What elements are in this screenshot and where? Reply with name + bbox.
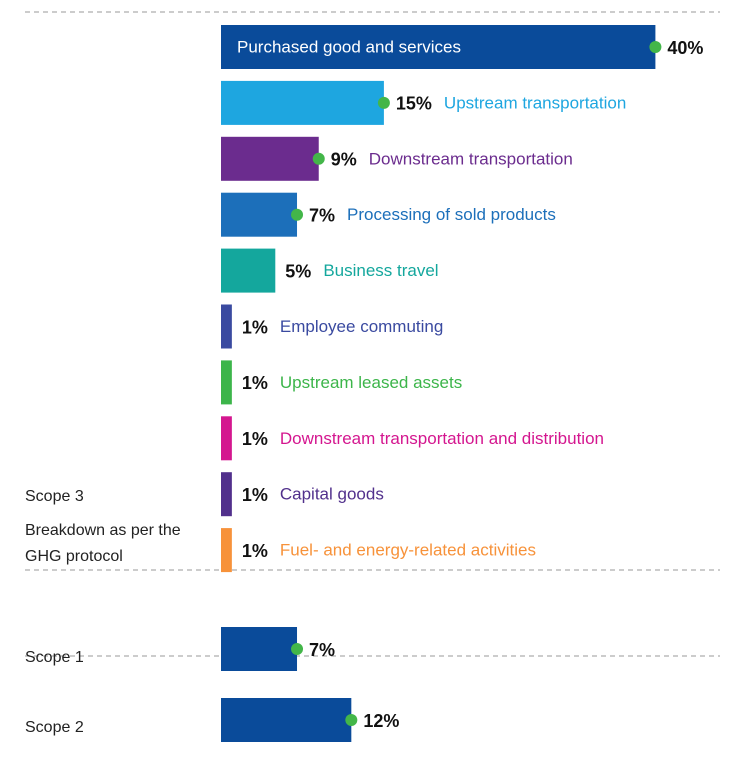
bar bbox=[221, 472, 232, 517]
category-label: Purchased good and services bbox=[237, 37, 461, 56]
category-label: Employee commuting bbox=[280, 317, 443, 336]
value-label: 1% bbox=[242, 429, 268, 449]
category-label: Downstream transportation and distributi… bbox=[280, 429, 604, 448]
value-label: 12% bbox=[363, 711, 399, 731]
subtitle: Breakdown as per the GHG protocol bbox=[25, 522, 181, 565]
value-label: 7% bbox=[309, 640, 335, 660]
bar bbox=[221, 698, 352, 742]
bar bbox=[221, 304, 232, 349]
category-label: Capital goods bbox=[280, 485, 384, 504]
bar-marker bbox=[312, 152, 325, 165]
value-label: 1% bbox=[242, 317, 268, 337]
bar bbox=[221, 627, 298, 671]
value-label: 1% bbox=[242, 541, 268, 561]
section-title: Scope 2 bbox=[25, 719, 84, 736]
bar-marker bbox=[649, 41, 662, 53]
category-label: Business travel bbox=[323, 261, 438, 280]
bar-marker bbox=[377, 96, 390, 109]
value-label: 1% bbox=[242, 373, 268, 393]
bar-marker bbox=[291, 208, 304, 221]
value-label: 5% bbox=[285, 261, 311, 281]
bar bbox=[221, 528, 232, 573]
bar bbox=[221, 248, 276, 293]
bar bbox=[221, 416, 232, 461]
bar bbox=[221, 360, 232, 405]
section-title: Scope 1 bbox=[25, 649, 84, 666]
value-label: 9% bbox=[331, 150, 357, 170]
value-label: 15% bbox=[396, 94, 432, 114]
category-label: Upstream leased assets bbox=[280, 373, 462, 392]
category-label: Processing of sold products bbox=[347, 205, 556, 224]
bar bbox=[221, 192, 298, 237]
value-label: 7% bbox=[309, 205, 335, 225]
bar-marker bbox=[291, 643, 304, 655]
category-label: Downstream transportation bbox=[369, 149, 573, 168]
category-label: Upstream transportation bbox=[444, 93, 626, 112]
bar-marker bbox=[345, 714, 358, 726]
value-label: 40% bbox=[667, 38, 703, 58]
category-label: Fuel- and energy-related activities bbox=[280, 541, 536, 560]
bar bbox=[221, 80, 384, 125]
value-label: 1% bbox=[242, 485, 268, 505]
bar bbox=[221, 136, 319, 181]
bar bbox=[221, 25, 656, 69]
section-title: Scope 3 bbox=[25, 488, 84, 505]
